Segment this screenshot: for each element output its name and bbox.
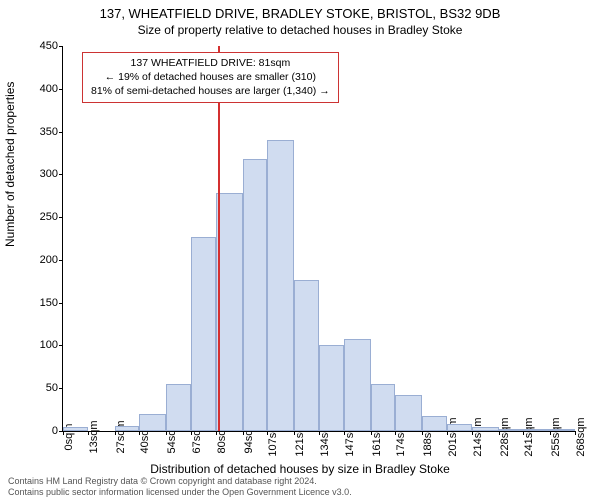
y-axis-label: Number of detached properties [3,82,17,247]
y-tick-label: 250 [28,211,58,223]
y-tick-label: 300 [28,168,58,180]
y-tick-mark [59,260,63,261]
histogram-bar [523,429,550,431]
chart-subtitle: Size of property relative to detached ho… [0,23,600,37]
y-tick-label: 0 [28,425,58,437]
y-tick-label: 400 [28,83,58,95]
y-tick-label: 350 [28,126,58,138]
info-line1: 137 WHEATFIELD DRIVE: 81sqm [131,57,291,69]
x-axis-label: Distribution of detached houses by size … [0,462,600,476]
histogram-bar [371,384,396,431]
chart-plot-area: 0sqm13sqm27sqm40sqm54sqm67sqm80sqm94sqm1… [62,46,575,432]
histogram-bar [216,193,243,431]
x-tick-label: 241sqm [523,417,535,456]
y-tick-label: 100 [28,339,58,351]
y-tick-label: 150 [28,297,58,309]
y-tick-mark [59,174,63,175]
chart-title: 137, WHEATFIELD DRIVE, BRADLEY STOKE, BR… [0,6,600,21]
y-tick-mark [59,217,63,218]
histogram-bar [115,426,140,431]
histogram-bar [422,416,447,431]
histogram-bar [63,427,88,431]
info-box: 137 WHEATFIELD DRIVE: 81sqm ← 19% of deta… [82,52,339,103]
y-tick-label: 50 [28,382,58,394]
histogram-bar [139,414,166,431]
histogram-bar [344,339,371,431]
histogram-bar [267,140,294,431]
info-line3: 81% of semi-detached houses are larger (… [91,85,330,97]
histogram-bar [294,280,319,431]
x-tick-label: 214sqm [472,417,484,456]
y-tick-mark [59,303,63,304]
x-tick-label: 228sqm [499,417,511,456]
info-line2: ← 19% of detached houses are smaller (31… [105,71,316,83]
footer-line1: Contains HM Land Registry data © Crown c… [8,476,317,486]
histogram-bar [447,424,472,431]
y-tick-mark [59,46,63,47]
histogram-bar [243,159,268,431]
histogram-bar [395,395,422,431]
histogram-bar [166,384,191,431]
footer-line2: Contains public sector information licen… [8,487,352,497]
footer-text: Contains HM Land Registry data © Crown c… [8,476,352,498]
histogram-bar [499,429,524,431]
histogram-bar [472,427,499,431]
x-tick-label: 268sqm [575,417,587,456]
histogram-bar [550,429,575,431]
y-tick-mark [59,132,63,133]
y-tick-mark [59,388,63,389]
marker-line [218,46,220,431]
y-tick-label: 450 [28,40,58,52]
y-tick-mark [59,89,63,90]
histogram-bar [191,237,216,431]
y-tick-label: 200 [28,254,58,266]
x-tick-label: 255sqm [550,417,562,456]
histogram-bar [319,345,344,431]
y-tick-mark [59,345,63,346]
x-tick-label: 13sqm [88,420,100,453]
